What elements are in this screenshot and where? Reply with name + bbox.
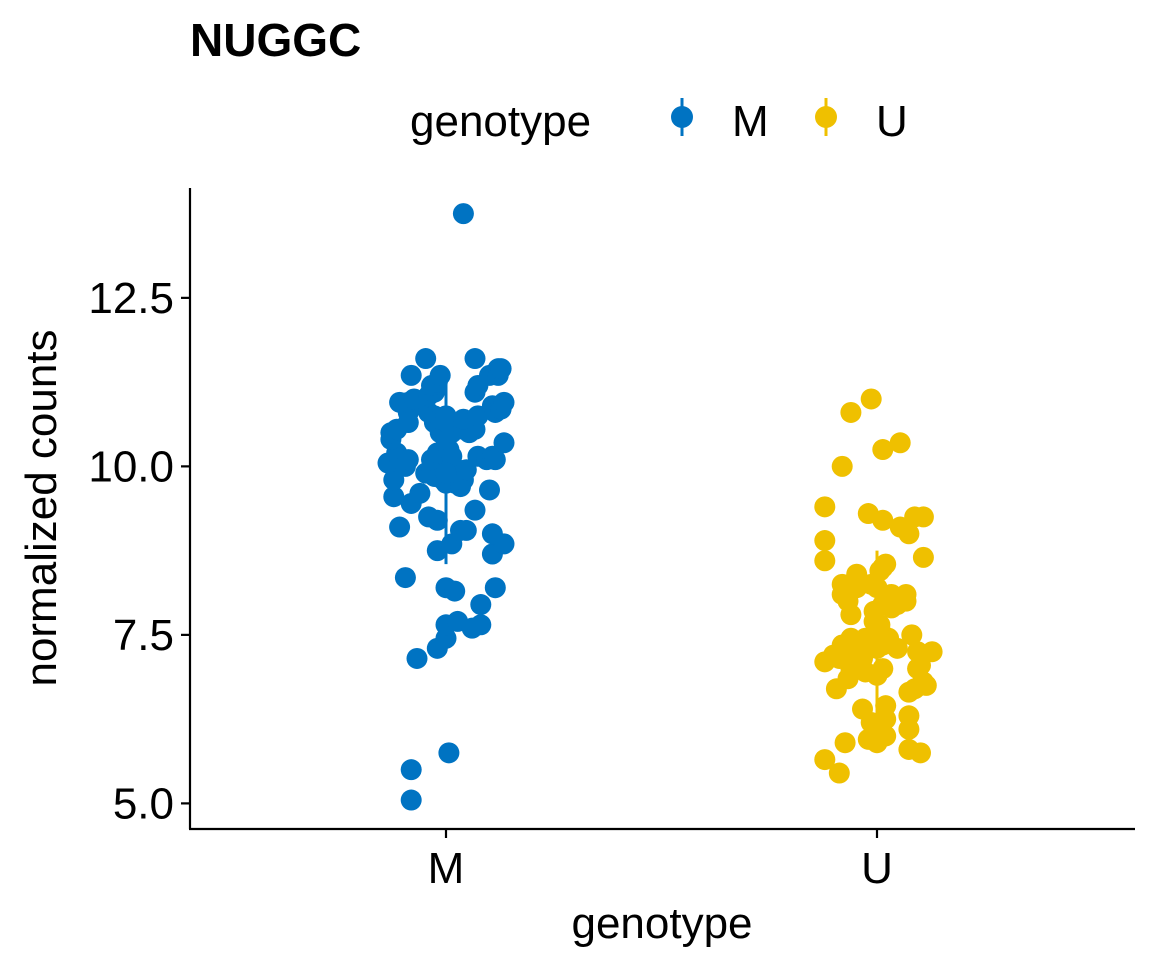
data-point-m [464,499,486,521]
data-point-u [872,658,894,680]
data-point-u [814,496,836,518]
y-tick-label: 12.5 [88,274,174,323]
data-point-m [415,348,437,370]
data-point-u [912,506,934,528]
legend-title: genotype [410,97,591,146]
legend-label-m: M [732,97,769,146]
data-point-u [814,530,836,552]
data-point-u [875,553,897,575]
data-point-m [389,516,411,538]
data-point-m [484,449,506,471]
data-point-m [484,577,506,599]
data-point-m [481,523,503,545]
data-point-m [409,482,431,504]
data-point-u [907,641,929,663]
data-point-u [840,401,862,423]
data-point-m [400,789,422,811]
data-point-u [852,698,873,720]
data-point-m [438,742,460,764]
data-point-u [840,627,862,649]
mean-point-m [435,462,457,484]
data-point-u [912,546,934,568]
data-point-m [493,432,515,454]
y-tick-label: 7.5 [113,611,174,660]
x-tick-label: M [428,844,465,893]
data-point-u [831,455,853,477]
data-point-m [429,364,451,386]
data-point-u [872,439,894,461]
data-point-u [895,583,917,605]
data-point-u [898,738,920,760]
data-point-m [400,759,422,781]
legend: genotype M U [410,97,908,146]
legend-key-dot-u [815,106,837,128]
data-point-u [901,624,923,646]
data-point-m [493,391,515,413]
legend-item-u: U [815,97,908,146]
data-point-m [479,479,500,501]
y-tick-label: 5.0 [113,779,174,828]
axes [188,188,1135,831]
data-point-u [814,550,836,572]
data-point-m [444,580,466,602]
data-point-u [915,674,937,696]
data-point-u [875,695,897,717]
legend-key-dot-m [671,106,693,128]
data-point-m [470,614,492,636]
data-point-m [397,449,419,471]
data-point-u [921,641,943,663]
data-point-m [464,348,486,370]
data-point-m [394,567,416,589]
data-point-u [828,762,850,784]
data-point-u [834,732,856,754]
data-point-m [470,594,492,616]
y-tick-label: 10.0 [88,442,174,491]
data-point-m [455,519,477,541]
data-point-u [898,705,920,727]
data-point-m [490,358,512,380]
legend-item-m: M [671,97,769,146]
x-tick-label: U [861,844,893,893]
data-point-u [889,432,911,454]
data-point-m [452,203,474,225]
legend-label-u: U [876,97,908,146]
data-point-u [814,749,836,771]
data-point-m [426,509,448,531]
chart-title: NUGGC [190,14,361,66]
data-point-m [400,364,422,386]
data-point-u [857,503,879,525]
data-point-m [383,486,405,508]
data-point-u [860,388,882,410]
x-axis-title: genotype [571,899,752,948]
mean-point-u [866,637,888,659]
y-axis-ticks: 5.0 7.5 10.0 12.5 [88,274,190,828]
data-point-m [406,647,428,669]
plot-panel [377,203,943,811]
y-axis-title: normalized counts [17,329,66,686]
